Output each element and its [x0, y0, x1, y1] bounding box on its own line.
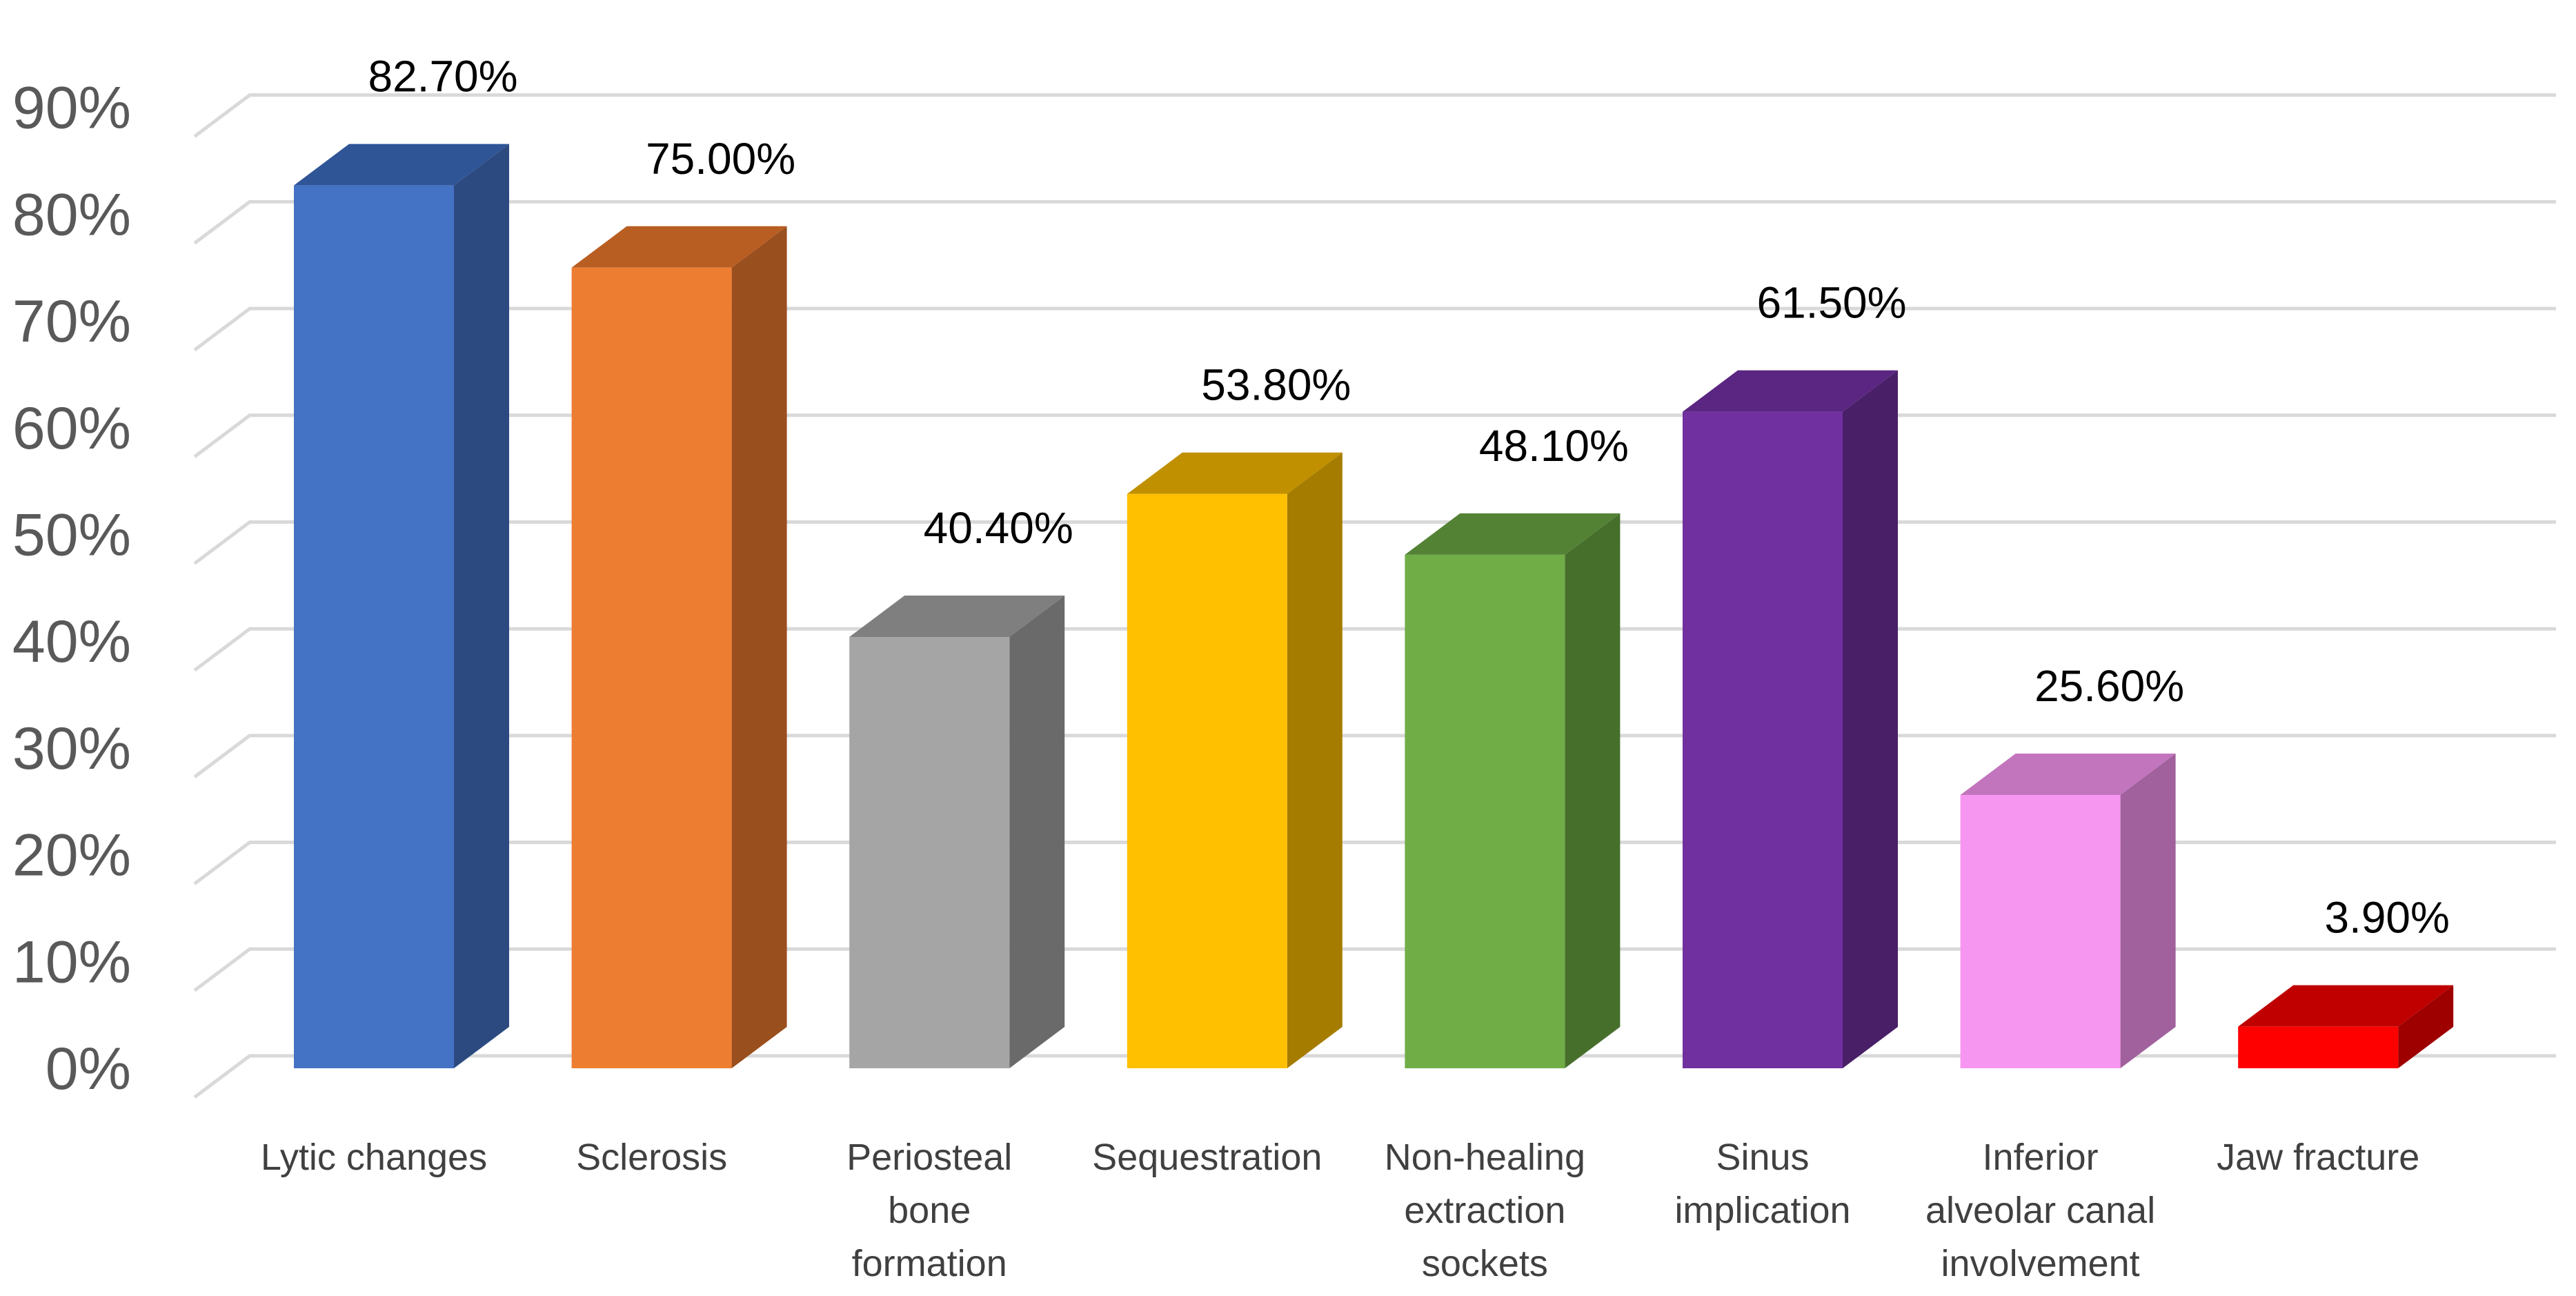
gridline — [193, 413, 2556, 458]
category-label-line: involvement — [1941, 1243, 2140, 1284]
category-label: Sclerosis — [576, 1137, 727, 1178]
category-label-line: bone — [888, 1190, 971, 1231]
bar-front — [1405, 554, 1565, 1068]
y-axis-ticks: 0% 10% 20% 30% 40% 50% 60% 70% 80% 90% — [12, 75, 131, 1102]
bar-top — [1960, 753, 2176, 795]
data-label: 53.80% — [1201, 360, 1351, 410]
bar — [1405, 513, 1621, 1068]
bar-side — [1287, 452, 1343, 1068]
gridline — [193, 199, 2556, 245]
bar-front — [571, 267, 732, 1068]
bar-top — [1683, 370, 1898, 412]
bar-side — [1843, 370, 1898, 1068]
y-tick-label: 10% — [12, 929, 131, 995]
data-label: 48.10% — [1479, 421, 1629, 471]
bar-front — [2238, 1026, 2399, 1068]
bar — [2238, 985, 2454, 1068]
gridlines — [193, 93, 2556, 1099]
bar-top — [849, 596, 1065, 638]
bar-front — [1960, 794, 2121, 1068]
bar-side — [454, 144, 509, 1069]
y-tick-label: 80% — [12, 181, 131, 248]
gridline — [193, 947, 2556, 992]
category-label-line: Periosteal — [846, 1137, 1012, 1178]
category-label: Sequestration — [1092, 1137, 1322, 1178]
bar — [571, 226, 787, 1068]
category-label-line: Inferior — [1983, 1137, 2099, 1178]
category-label: Inferior alveolar canal involvement — [1925, 1137, 2155, 1284]
category-label-line: Non-healing — [1385, 1137, 1585, 1178]
gridline — [193, 306, 2556, 352]
bar-side — [1565, 513, 1621, 1068]
bar — [1683, 370, 1898, 1068]
bar-side — [1009, 596, 1065, 1068]
bar — [1960, 753, 2176, 1068]
category-label: Jaw fracture — [2217, 1137, 2419, 1178]
data-label: 61.50% — [1756, 278, 1906, 328]
data-label: 3.90% — [2324, 893, 2449, 943]
category-label-line: Sequestration — [1092, 1137, 1322, 1178]
category-label-line: extraction — [1404, 1190, 1565, 1231]
bar-top — [1127, 452, 1343, 494]
gridline — [193, 93, 2556, 138]
bar-front — [849, 637, 1010, 1068]
bar-side — [731, 226, 787, 1068]
data-labels: 82.70% 75.00% 40.40% 53.80% 48.10% 61.50% 25.6… — [368, 52, 2449, 943]
category-label-line: Jaw fracture — [2217, 1137, 2419, 1178]
category-label-line: alveolar canal — [1925, 1190, 2155, 1231]
data-label: 75.00% — [646, 134, 795, 184]
y-tick-label: 60% — [12, 395, 131, 462]
y-tick-label: 40% — [12, 609, 131, 675]
category-label: Periosteal bone formation — [846, 1137, 1012, 1284]
bar-top — [1405, 513, 1621, 555]
gridline — [193, 627, 2556, 672]
category-label-line: Lytic changes — [261, 1137, 487, 1178]
bar — [849, 596, 1065, 1068]
y-tick-label: 20% — [12, 823, 131, 889]
bar — [1127, 452, 1343, 1068]
gridline — [193, 520, 2556, 565]
category-label-line: implication — [1674, 1190, 1850, 1231]
bar-side — [2398, 985, 2454, 1068]
category-label: Sinus implication — [1674, 1137, 1850, 1231]
data-label: 40.40% — [924, 503, 1073, 553]
bar-top — [294, 144, 509, 186]
category-label-line: Sclerosis — [576, 1137, 727, 1178]
bar-top — [2238, 985, 2454, 1027]
gridline — [193, 841, 2556, 885]
category-label: Non-healing extraction sockets — [1385, 1137, 1585, 1284]
y-tick-label: 90% — [12, 75, 131, 141]
y-tick-label: 50% — [12, 502, 131, 569]
bar-side — [2120, 753, 2176, 1068]
bar-front — [294, 185, 454, 1069]
data-label: 25.60% — [2034, 661, 2184, 711]
category-label: Lytic changes — [261, 1137, 487, 1178]
category-label-line: Sinus — [1716, 1137, 1809, 1178]
bar-top — [571, 226, 787, 268]
bar — [294, 144, 509, 1069]
y-tick-label: 70% — [12, 288, 131, 355]
bar-front — [1683, 411, 1843, 1068]
category-labels: Lytic changes Sclerosis Periosteal bone form… — [261, 1137, 2419, 1284]
gridline — [193, 734, 2556, 778]
bar-front — [1127, 493, 1287, 1068]
category-label-line: sockets — [1422, 1243, 1548, 1284]
bars — [294, 144, 2454, 1069]
category-label-line: formation — [852, 1243, 1007, 1284]
gridline — [193, 1054, 2556, 1099]
y-tick-label: 0% — [46, 1036, 131, 1102]
y-tick-label: 30% — [12, 716, 131, 782]
data-label: 82.70% — [368, 52, 517, 101]
